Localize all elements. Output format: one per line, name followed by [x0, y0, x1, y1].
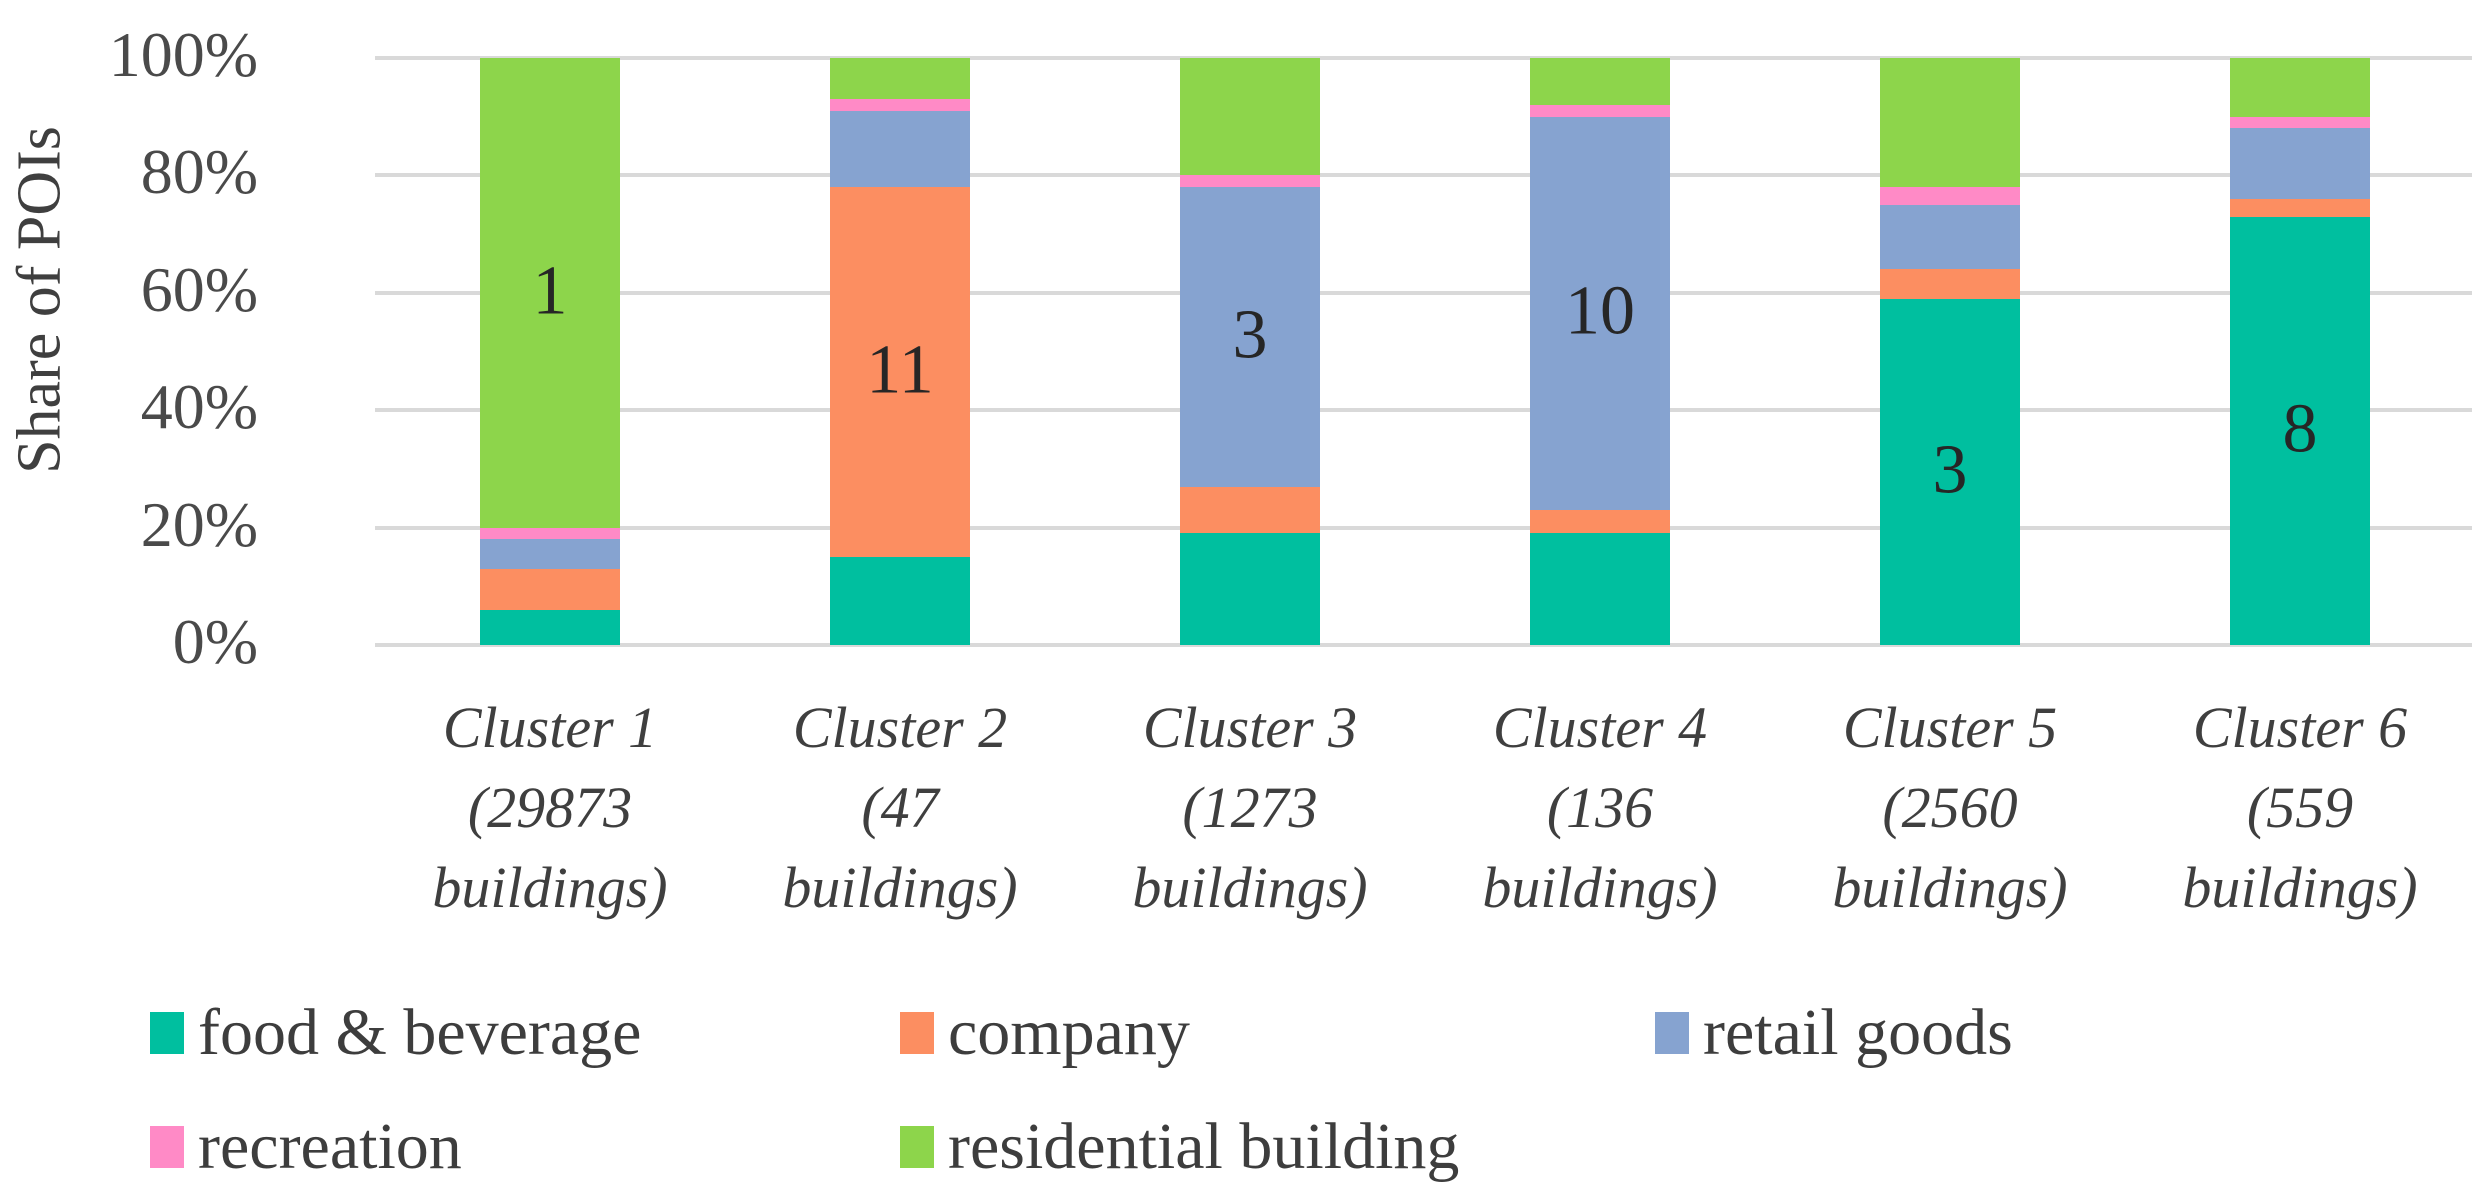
x-category-label: Cluster 3 (1273 buildings) [1075, 688, 1425, 928]
legend-item-recreation: recreation [150, 1112, 462, 1182]
bar-value-label: 1 [532, 252, 568, 330]
segment-food-beverage [2230, 216, 2370, 645]
segment-residential-building [1880, 58, 2020, 188]
segment-company [1530, 510, 1670, 534]
y-tick-label: 20% [140, 488, 258, 560]
gridline [375, 56, 2472, 60]
segment-food-beverage [1530, 533, 1670, 645]
x-category-label-line: Cluster 2 [792, 695, 1008, 760]
y-tick-label: 60% [140, 253, 258, 325]
x-category-label-line: (1273 [1182, 775, 1318, 840]
gridline [375, 173, 2472, 178]
x-category-label: Cluster 5 (2560 buildings) [1775, 688, 2125, 928]
x-category-label: Cluster 6 (559 buildings) [2125, 688, 2475, 928]
legend-item-retail-goods: retail goods [1655, 998, 2013, 1068]
bar-cluster-3 [1180, 58, 1320, 645]
bar-value-label: 11 [866, 331, 934, 409]
segment-food-beverage [1180, 533, 1320, 645]
gridline [375, 643, 2472, 647]
legend-swatch [150, 1012, 184, 1054]
bar-value-label: 3 [1232, 296, 1268, 374]
segment-residential-building [1180, 58, 1320, 176]
gridline [375, 290, 2472, 295]
gridline [375, 408, 2472, 413]
x-category-label-line: (47 [861, 775, 939, 840]
y-tick-label: 80% [140, 136, 258, 208]
x-category-label-line: (559 [2246, 775, 2354, 840]
legend-label: residential building [948, 1110, 1460, 1183]
segment-recreation [1530, 105, 1670, 117]
segment-recreation [1880, 187, 2020, 205]
segment-retail-goods [1530, 116, 1670, 511]
segment-retail-goods [1180, 187, 1320, 487]
segment-retail-goods [1880, 204, 2020, 270]
bar-cluster-1 [480, 58, 620, 645]
segment-residential-building [480, 58, 620, 528]
segment-company [1880, 269, 2020, 299]
x-category-label-line: buildings) [1132, 855, 1368, 920]
bar-value-label: 10 [1565, 272, 1635, 350]
legend-item-company: company [900, 998, 1190, 1068]
legend-swatch [900, 1126, 934, 1168]
segment-food-beverage [1880, 298, 2020, 645]
bar-cluster-2 [830, 58, 970, 645]
segment-food-beverage [830, 556, 970, 645]
x-category-label-line: Cluster 6 [2192, 695, 2408, 760]
segment-residential-building [2230, 58, 2370, 117]
legend-label: company [948, 996, 1190, 1069]
x-category-label-line: (2560 [1882, 775, 2018, 840]
x-category-label-line: buildings) [432, 855, 668, 920]
x-category-label-line: Cluster 3 [1142, 695, 1358, 760]
gridline [375, 525, 2472, 530]
bar-cluster-4 [1530, 58, 1670, 645]
bar-cluster-6 [2230, 58, 2370, 645]
bar-value-label: 8 [2282, 390, 2318, 468]
x-category-label-line: buildings) [1482, 855, 1718, 920]
segment-company [480, 568, 620, 610]
segment-recreation [830, 99, 970, 111]
legend-swatch [150, 1126, 184, 1168]
y-tick-label: 40% [140, 371, 258, 443]
segment-retail-goods [480, 539, 620, 569]
legend-label: retail goods [1703, 996, 2013, 1069]
legend-label: recreation [198, 1110, 462, 1183]
segment-food-beverage [480, 609, 620, 645]
legend-swatch [1655, 1012, 1689, 1054]
bar-cluster-5 [1880, 58, 2020, 645]
segment-recreation [2230, 116, 2370, 129]
segment-recreation [480, 527, 620, 540]
x-category-label-line: Cluster 1 [442, 695, 658, 760]
legend-swatch [900, 1012, 934, 1054]
x-category-label: Cluster 4 (136 buildings) [1425, 688, 1775, 928]
segment-retail-goods [2230, 128, 2370, 199]
x-category-label: Cluster 1 (29873 buildings) [375, 688, 725, 928]
legend-item-food-beverage: food & beverage [150, 998, 641, 1068]
legend-item-residential-building: residential building [900, 1112, 1459, 1182]
x-category-label: Cluster 2 (47 buildings) [725, 688, 1075, 928]
bar-value-label: 3 [1932, 431, 1968, 509]
x-category-label-line: Cluster 4 [1492, 695, 1708, 760]
x-category-label-line: buildings) [782, 855, 1018, 920]
x-category-label-line: (136 [1546, 775, 1654, 840]
x-category-label-line: buildings) [2182, 855, 2418, 920]
x-category-label-line: (29873 [467, 775, 633, 840]
segment-company [830, 187, 970, 557]
segment-company [1180, 486, 1320, 534]
y-tick-label: 100% [108, 19, 258, 91]
segment-residential-building [1530, 58, 1670, 105]
segment-residential-building [830, 58, 970, 100]
segment-recreation [1180, 175, 1320, 188]
segment-retail-goods [830, 110, 970, 188]
x-category-label-line: Cluster 5 [1842, 695, 2058, 760]
y-tick-label: 0% [172, 606, 258, 678]
legend-label: food & beverage [198, 996, 642, 1069]
x-category-label-line: buildings) [1832, 855, 2068, 920]
segment-company [2230, 198, 2370, 217]
